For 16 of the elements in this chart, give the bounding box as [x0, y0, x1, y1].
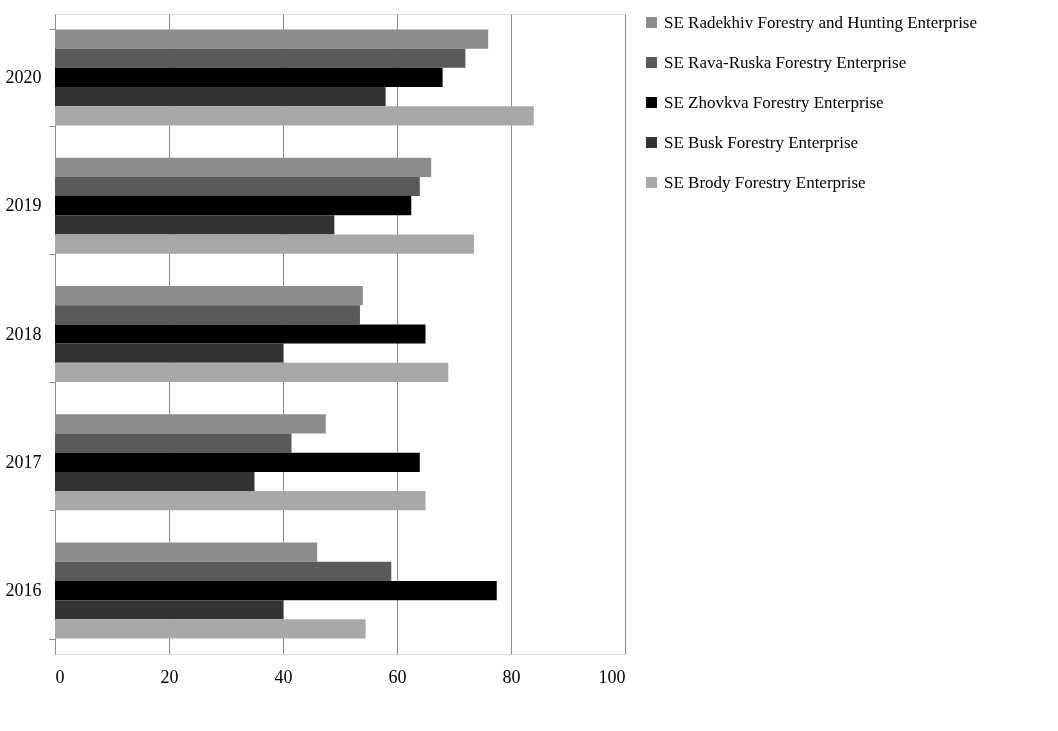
x-tick-label: 60 — [388, 666, 407, 687]
legend-label: SE Radekhiv Forestry and Hunting Enterprise — [664, 12, 978, 32]
y-tick-label: 2018 — [5, 323, 42, 344]
x-tick-label: 20 — [160, 666, 179, 687]
x-tick-label: 100 — [598, 666, 626, 687]
legend-label: SE Busk Forestry Enterprise — [664, 132, 859, 152]
y-tick-label: 2020 — [5, 66, 42, 87]
y-tick-label: 2017 — [5, 451, 42, 472]
legend-label: SE Rava-Ruska Forestry Enterprise — [664, 52, 907, 72]
legend-label: SE Zhovkva Forestry Enterprise — [664, 92, 884, 112]
legend-label: SE Brody Forestry Enterprise — [664, 172, 866, 192]
x-tick-label: 40 — [274, 666, 293, 687]
y-tick-label: 2019 — [5, 195, 42, 216]
y-tick-label: 2016 — [5, 580, 42, 601]
x-tick-label: 0 — [55, 666, 65, 687]
x-tick-label: 80 — [502, 666, 521, 687]
